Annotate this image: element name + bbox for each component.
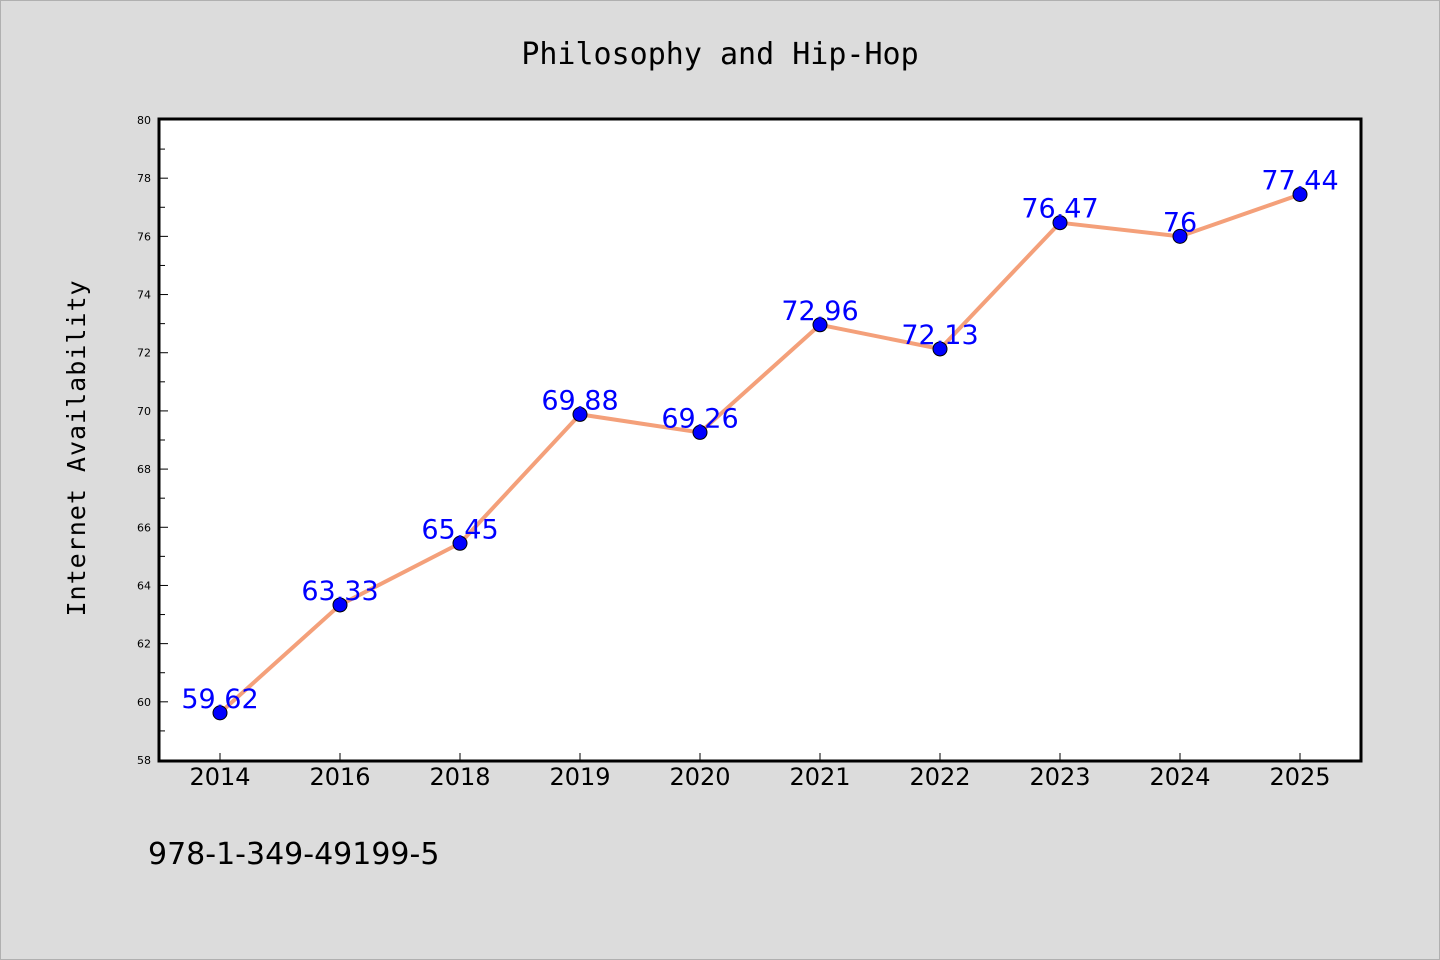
data-label: 77.44 xyxy=(1261,165,1338,196)
data-point xyxy=(1292,186,1308,202)
data-label: 72.96 xyxy=(781,296,858,327)
y-tick-label: 80 xyxy=(137,114,151,127)
data-point xyxy=(1172,228,1188,244)
y-tick-label: 60 xyxy=(137,696,151,709)
y-tick-label: 76 xyxy=(137,230,151,243)
data-point xyxy=(812,317,828,333)
x-tick-label: 2024 xyxy=(1149,763,1210,791)
y-tick-label: 72 xyxy=(137,347,151,360)
y-axis: 58 60 62 64 66 68 70 72 74 76 78 80 xyxy=(137,114,168,767)
data-label: 65.45 xyxy=(421,514,498,545)
data-label: 63.33 xyxy=(301,576,378,607)
x-tick-label: 2018 xyxy=(429,763,490,791)
x-tick-label: 2016 xyxy=(309,763,370,791)
x-tick-label: 2022 xyxy=(909,763,970,791)
data-label: 72.13 xyxy=(901,320,978,351)
data-label: 76.47 xyxy=(1021,194,1098,225)
y-tick-label: 68 xyxy=(137,463,151,476)
series-line xyxy=(218,192,1302,715)
x-tick-label: 2025 xyxy=(1269,763,1330,791)
y-tick-label: 74 xyxy=(137,289,151,302)
data-point xyxy=(332,597,348,613)
data-point xyxy=(572,406,588,422)
y-tick-label: 58 xyxy=(137,754,151,767)
series-layer: 59.62 63.33 65.45 69.88 69.26 72.96 72.13 76.47… xyxy=(181,165,1339,721)
data-point xyxy=(212,705,228,721)
data-point xyxy=(452,535,468,551)
x-tick-label: 2020 xyxy=(669,763,730,791)
data-point xyxy=(1052,215,1068,231)
y-tick-label: 66 xyxy=(137,521,151,534)
y-tick-label: 64 xyxy=(137,579,151,592)
data-point xyxy=(692,424,708,440)
x-axis: 2014 2016 2018 2019 2020 2021 2022 2023 2024 2025 xyxy=(189,753,1331,791)
y-axis-label: Internet Availability xyxy=(62,279,91,616)
plot-area xyxy=(157,117,1363,763)
y-tick-label: 70 xyxy=(137,405,151,418)
data-point xyxy=(932,341,948,357)
isbn-footnote: 978-1-349-49199-5 xyxy=(148,837,439,872)
x-tick-label: 2019 xyxy=(549,763,610,791)
data-label: 76 xyxy=(1163,207,1197,238)
y-tick-label: 78 xyxy=(137,172,151,185)
data-label: 69.88 xyxy=(541,385,618,416)
data-label: 69.26 xyxy=(661,403,738,434)
x-tick-label: 2023 xyxy=(1029,763,1090,791)
x-tick-label: 2014 xyxy=(189,763,250,791)
chart-title: Philosophy and Hip-Hop xyxy=(521,37,918,72)
data-label: 59.62 xyxy=(181,684,258,715)
x-tick-label: 2021 xyxy=(789,763,850,791)
y-tick-label: 62 xyxy=(137,638,151,651)
